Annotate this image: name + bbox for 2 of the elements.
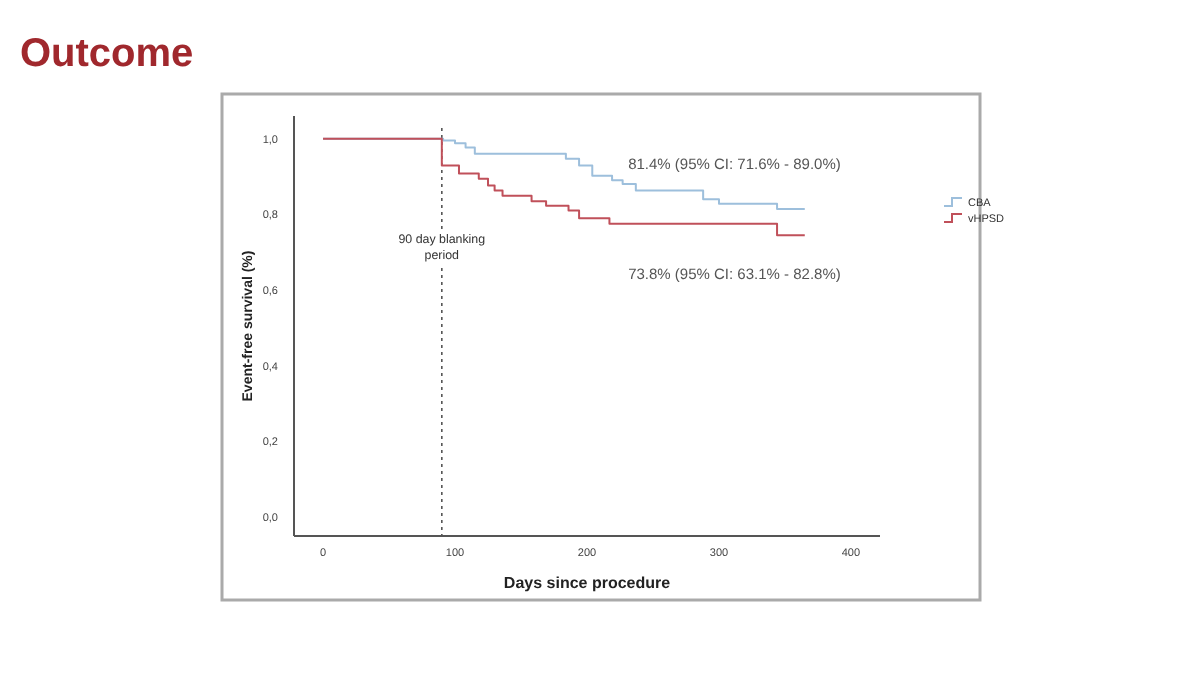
chart-title: Outcome	[20, 32, 194, 76]
x-axis-title: Days since procedure	[503, 574, 672, 592]
